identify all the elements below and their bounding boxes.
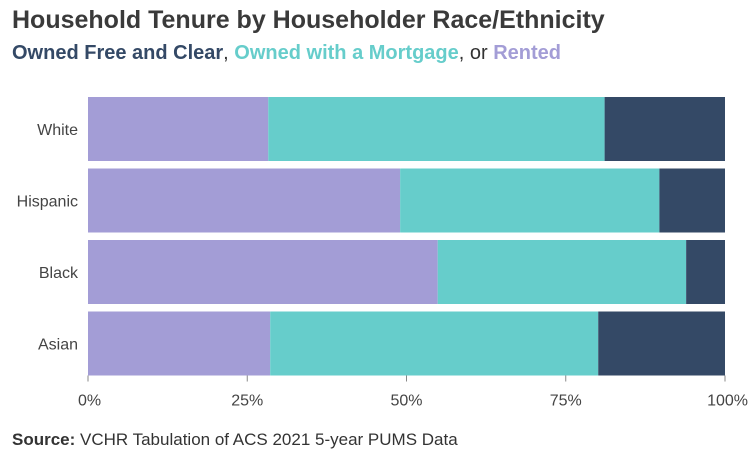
- bar-white-owned-free-and-clear: [604, 97, 725, 161]
- bar-white-owned-with-a-mortgage: [268, 97, 605, 161]
- bar-asian-owned-free-and-clear: [598, 311, 725, 376]
- bar-white-rented: [88, 97, 269, 161]
- x-tick-label: 100%: [707, 393, 748, 410]
- bar-black-owned-with-a-mortgage: [437, 240, 687, 304]
- x-tick-label: 0%: [78, 393, 101, 410]
- subtitle-separator: , or: [458, 42, 494, 64]
- stacked-bar-chart: White Hispanic Black Asian 0% 25% 50% 75% 100%: [17, 97, 748, 410]
- x-tick-label: 50%: [390, 393, 422, 410]
- legend-owned-free-and-clear: Owned Free and Clear: [12, 42, 224, 64]
- chart-subtitle: Owned Free and Clear, Owned with a Mortg…: [12, 42, 561, 65]
- legend-rented: Rented: [493, 42, 561, 64]
- y-tick-label: Asian: [38, 337, 78, 354]
- y-tick-label: White: [37, 122, 78, 139]
- chart-title: Household Tenure by Householder Race/Eth…: [12, 6, 605, 34]
- bar-black-rented: [88, 240, 438, 304]
- legend-owned-with-mortgage: Owned with a Mortgage: [234, 42, 459, 64]
- bar-hispanic-owned-with-a-mortgage: [400, 168, 660, 233]
- x-tick-label: 75%: [550, 393, 582, 410]
- x-tick-label: 25%: [231, 393, 263, 410]
- subtitle-separator: ,: [223, 42, 235, 64]
- bar-black-owned-free-and-clear: [686, 240, 725, 304]
- bar-hispanic-rented: [88, 168, 401, 233]
- bar-asian-rented: [88, 311, 271, 376]
- source-text: VCHR Tabulation of ACS 2021 5-year PUMS …: [75, 430, 458, 449]
- bar-hispanic-owned-free-and-clear: [659, 168, 725, 233]
- source-note: Source: VCHR Tabulation of ACS 2021 5-ye…: [12, 430, 458, 450]
- source-label: Source:: [12, 430, 76, 449]
- y-tick-label: Hispanic: [17, 194, 78, 211]
- bar-asian-owned-with-a-mortgage: [270, 311, 599, 376]
- y-tick-label: Black: [39, 265, 79, 282]
